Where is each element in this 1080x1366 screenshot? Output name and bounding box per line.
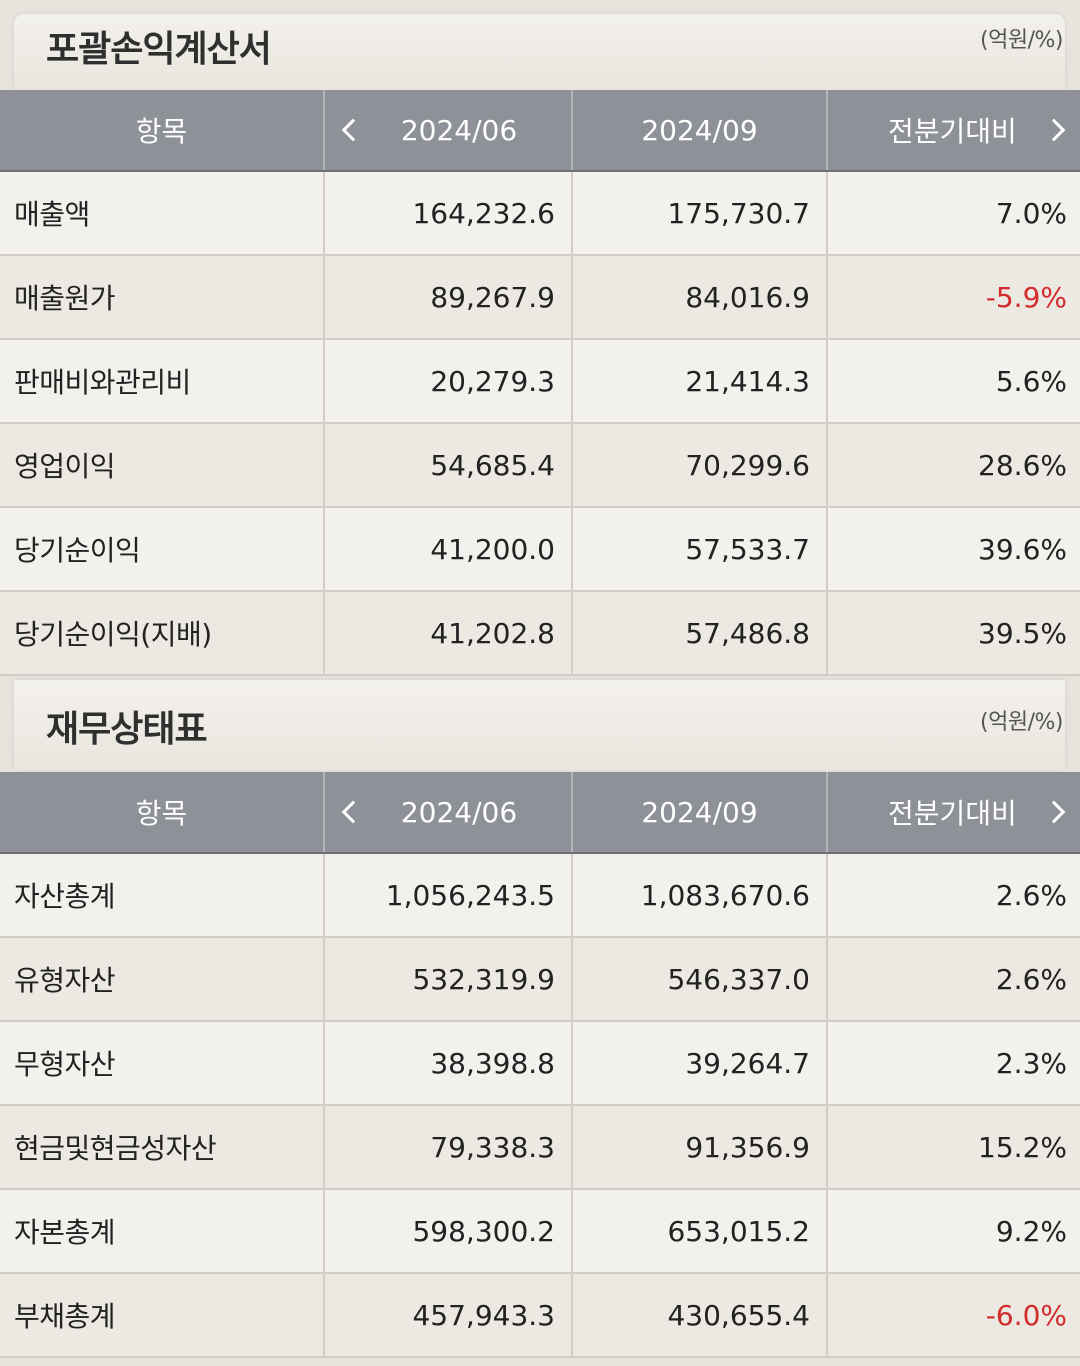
row-change: 39.5% [978, 616, 1067, 650]
row-item: 자본총계 [0, 1190, 325, 1272]
row-value-period-2: 84,016.9 [573, 256, 828, 338]
table-header: 항목 2024/06 2024/09 전분기대비 [0, 90, 1080, 172]
row-value-period-1: 41,202.8 [325, 592, 573, 674]
row-change: -6.0% [985, 1298, 1067, 1332]
row-value-period-2: 39,264.7 [573, 1022, 828, 1104]
header-item: 항목 [0, 772, 325, 852]
row-item: 판매비와관리비 [0, 340, 325, 422]
header-change-label: 전분기대비 [888, 115, 1017, 148]
row-value-period-2: 57,486.8 [573, 592, 828, 674]
table-body: 매출액 164,232.6 175,730.7 7.0% 매출원가 89,267… [0, 172, 1080, 676]
table-row: 무형자산 38,398.8 39,264.7 2.3% [0, 1022, 1080, 1106]
chevron-right-icon[interactable] [1042, 118, 1066, 142]
row-value-period-2: 91,356.9 [573, 1106, 828, 1188]
chevron-right-icon[interactable] [1042, 800, 1066, 824]
row-value-period-2: 546,337.0 [573, 938, 828, 1020]
header-period-1-label: 2024/06 [400, 113, 518, 147]
row-value-period-1: 54,685.4 [325, 424, 573, 506]
row-value-period-1: 598,300.2 [325, 1190, 573, 1272]
table-row: 매출액 164,232.6 175,730.7 7.0% [0, 172, 1080, 256]
row-value-period-2: 70,299.6 [573, 424, 828, 506]
row-change: 2.6% [995, 878, 1067, 912]
header-period-2: 2024/09 [573, 90, 828, 170]
row-value-period-2: 1,083,670.6 [573, 854, 828, 936]
row-value-period-1: 532,319.9 [325, 938, 573, 1020]
row-change: 2.6% [995, 962, 1067, 996]
header-period-1: 2024/06 [325, 90, 573, 170]
section-title-bar: 재무상태표 (억원/%) [14, 680, 1065, 771]
table-row: 자산총계 1,056,243.5 1,083,670.6 2.6% [0, 854, 1080, 938]
chevron-left-icon[interactable] [341, 800, 365, 824]
header-change: 전분기대비 [828, 772, 1080, 852]
row-item: 부채총계 [0, 1274, 325, 1356]
row-value-period-1: 164,232.6 [325, 172, 573, 254]
row-item: 자산총계 [0, 854, 325, 936]
row-change: 5.6% [995, 364, 1067, 398]
row-item: 매출액 [0, 172, 325, 254]
row-change: 9.2% [995, 1214, 1067, 1248]
row-change: 39.6% [978, 532, 1067, 566]
table-row: 판매비와관리비 20,279.3 21,414.3 5.6% [0, 340, 1080, 424]
row-change: 2.3% [995, 1046, 1067, 1080]
row-value-period-1: 1,056,243.5 [325, 854, 573, 936]
section-title-bar: 포괄손익계산서 (억원/%) [14, 14, 1065, 90]
table-row: 매출원가 89,267.9 84,016.9 -5.9% [0, 256, 1080, 340]
row-change: 7.0% [995, 196, 1067, 230]
table-row: 당기순이익 41,200.0 57,533.7 39.6% [0, 508, 1080, 592]
row-item: 당기순이익 [0, 508, 325, 590]
table-row: 유형자산 532,319.9 546,337.0 2.6% [0, 938, 1080, 1022]
row-item: 영업이익 [0, 424, 325, 506]
table-row: 현금및현금성자산 79,338.3 91,356.9 15.2% [0, 1106, 1080, 1190]
row-value-period-1: 38,398.8 [325, 1022, 573, 1104]
row-value-period-1: 89,267.9 [325, 256, 573, 338]
section-title: 포괄손익계산서 [46, 29, 272, 70]
header-period-1-label: 2024/06 [400, 795, 518, 829]
row-item: 무형자산 [0, 1022, 325, 1104]
row-value-period-2: 430,655.4 [573, 1274, 828, 1356]
row-value-period-1: 79,338.3 [325, 1106, 573, 1188]
row-item: 현금및현금성자산 [0, 1106, 325, 1188]
header-change-label: 전분기대비 [888, 797, 1017, 830]
row-value-period-2: 21,414.3 [573, 340, 828, 422]
table-row: 부채총계 457,943.3 430,655.4 -6.0% [0, 1274, 1080, 1358]
row-item: 당기순이익(지배) [0, 592, 325, 674]
row-change: -5.9% [985, 280, 1067, 314]
header-period-1: 2024/06 [325, 772, 573, 852]
row-value-period-1: 41,200.0 [325, 508, 573, 590]
table-body: 자산총계 1,056,243.5 1,083,670.6 2.6% 유형자산 5… [0, 854, 1080, 1358]
table-row: 영업이익 54,685.4 70,299.6 28.6% [0, 424, 1080, 508]
header-change: 전분기대비 [828, 90, 1080, 170]
row-change: 28.6% [978, 448, 1067, 482]
table-row: 자본총계 598,300.2 653,015.2 9.2% [0, 1190, 1080, 1274]
table-row: 당기순이익(지배) 41,202.8 57,486.8 39.5% [0, 592, 1080, 676]
chevron-left-icon[interactable] [341, 118, 365, 142]
row-value-period-1: 20,279.3 [325, 340, 573, 422]
row-value-period-1: 457,943.3 [325, 1274, 573, 1356]
section-title: 재무상태표 [46, 709, 208, 750]
row-change: 15.2% [978, 1130, 1067, 1164]
row-item: 매출원가 [0, 256, 325, 338]
table-header: 항목 2024/06 2024/09 전분기대비 [0, 772, 1080, 854]
row-value-period-2: 653,015.2 [573, 1190, 828, 1272]
row-value-period-2: 175,730.7 [573, 172, 828, 254]
unit-label: (억원/%) [980, 28, 1063, 53]
header-item: 항목 [0, 90, 325, 170]
unit-label: (억원/%) [980, 710, 1063, 735]
row-value-period-2: 57,533.7 [573, 508, 828, 590]
row-item: 유형자산 [0, 938, 325, 1020]
header-period-2: 2024/09 [573, 772, 828, 852]
